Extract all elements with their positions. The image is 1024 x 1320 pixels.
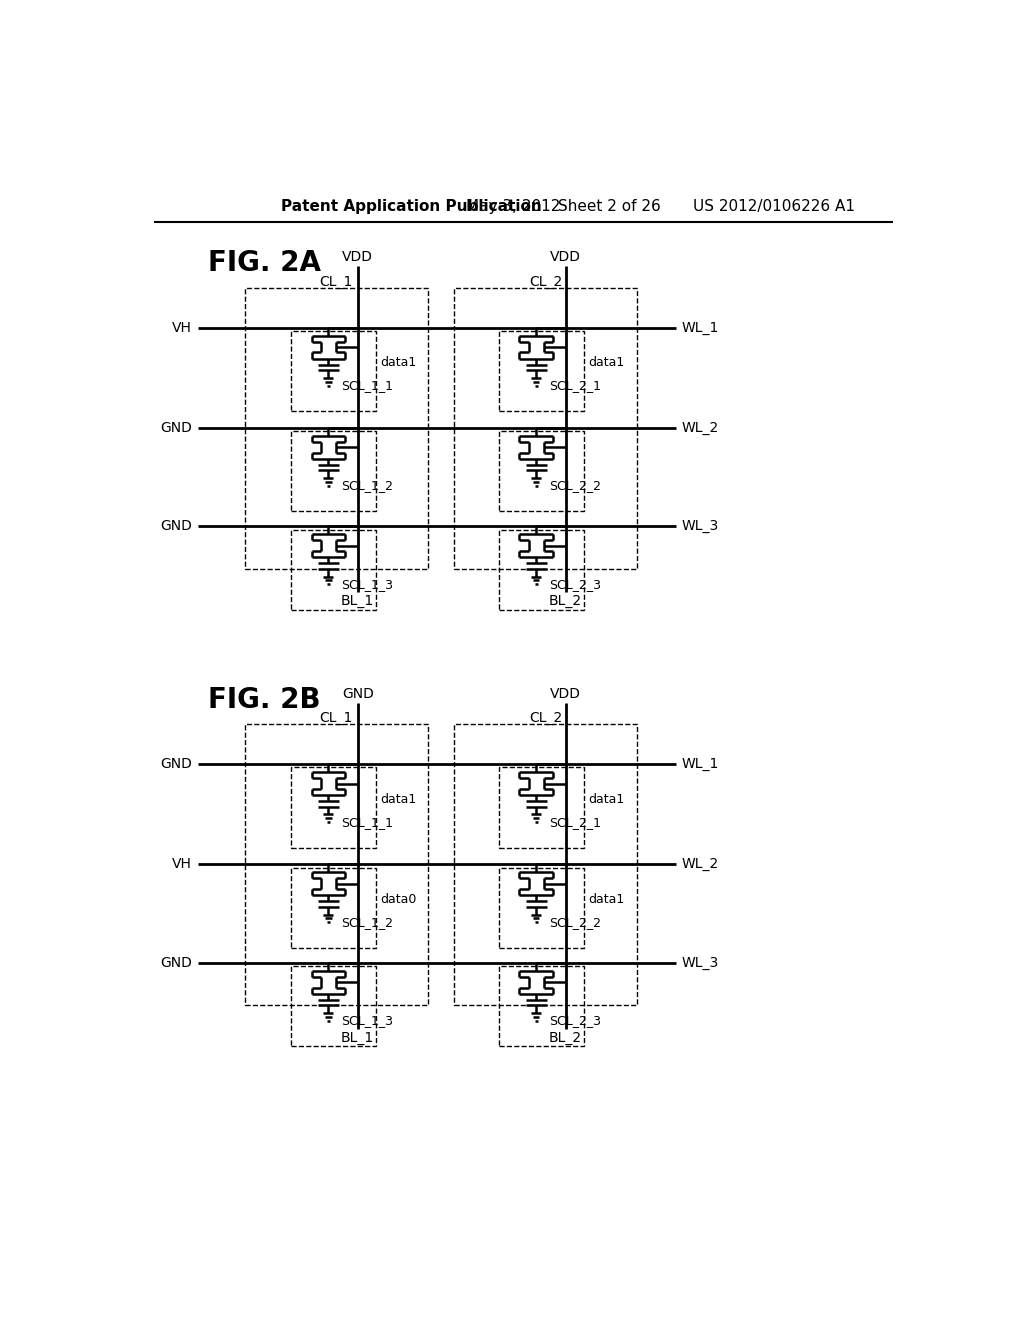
Text: BL_1: BL_1 [341, 1031, 375, 1044]
Bar [500, 331, 584, 411]
Bar [292, 331, 376, 411]
Text: BL_2: BL_2 [549, 1031, 583, 1044]
Text: Sheet 2 of 26: Sheet 2 of 26 [558, 198, 660, 214]
Text: GND: GND [161, 758, 193, 771]
Text: SCL_2_2: SCL_2_2 [549, 916, 601, 929]
Text: GND: GND [161, 520, 193, 533]
Bar [500, 767, 584, 847]
Text: WL_3: WL_3 [682, 956, 719, 970]
Text: WL_3: WL_3 [682, 520, 719, 533]
Text: GND: GND [342, 686, 374, 701]
Bar [292, 867, 376, 948]
Text: VH: VH [172, 858, 193, 871]
Text: SCL_2_1: SCL_2_1 [549, 379, 601, 392]
Text: BL_1: BL_1 [341, 594, 375, 609]
Text: US 2012/0106226 A1: US 2012/0106226 A1 [692, 198, 855, 214]
Bar [292, 966, 376, 1047]
Text: data1: data1 [380, 792, 417, 805]
Text: data1: data1 [588, 356, 625, 370]
Text: data1: data1 [380, 356, 417, 370]
Text: GND: GND [161, 956, 193, 970]
Text: CL_1: CL_1 [319, 711, 353, 725]
Text: data0: data0 [380, 892, 417, 906]
Bar [292, 767, 376, 847]
Bar [292, 432, 376, 511]
Bar [500, 432, 584, 511]
Text: VH: VH [172, 321, 193, 335]
Bar [245, 288, 428, 569]
Bar [245, 725, 428, 1006]
Text: VDD: VDD [550, 249, 581, 264]
Bar [454, 725, 637, 1006]
Text: SCL_2_1: SCL_2_1 [549, 816, 601, 829]
Text: SCL_2_2: SCL_2_2 [549, 479, 601, 492]
Text: SCL_2_3: SCL_2_3 [549, 1014, 601, 1027]
Text: SCL_1_3: SCL_1_3 [341, 578, 393, 591]
Text: VDD: VDD [550, 686, 581, 701]
Text: WL_2: WL_2 [682, 421, 719, 434]
Text: WL_1: WL_1 [682, 758, 719, 771]
Bar [500, 867, 584, 948]
Text: SCL_1_2: SCL_1_2 [341, 916, 393, 929]
Bar [500, 529, 584, 610]
Text: data1: data1 [588, 892, 625, 906]
Text: GND: GND [161, 421, 193, 434]
Text: CL_2: CL_2 [529, 275, 562, 289]
Bar [292, 529, 376, 610]
Bar [500, 966, 584, 1047]
Text: data1: data1 [588, 792, 625, 805]
Text: CL_2: CL_2 [529, 711, 562, 725]
Text: FIG. 2B: FIG. 2B [208, 685, 321, 714]
Text: FIG. 2A: FIG. 2A [208, 249, 321, 277]
Text: SCL_1_1: SCL_1_1 [341, 379, 393, 392]
Text: May 3, 2012: May 3, 2012 [466, 198, 560, 214]
Text: WL_2: WL_2 [682, 858, 719, 871]
Text: WL_1: WL_1 [682, 321, 719, 335]
Text: CL_1: CL_1 [319, 275, 353, 289]
Text: VDD: VDD [342, 249, 373, 264]
Text: BL_2: BL_2 [549, 594, 583, 609]
Text: Patent Application Publication: Patent Application Publication [281, 198, 542, 214]
Text: SCL_1_1: SCL_1_1 [341, 816, 393, 829]
Text: SCL_2_3: SCL_2_3 [549, 578, 601, 591]
Text: SCL_1_3: SCL_1_3 [341, 1014, 393, 1027]
Text: SCL_1_2: SCL_1_2 [341, 479, 393, 492]
Bar [454, 288, 637, 569]
